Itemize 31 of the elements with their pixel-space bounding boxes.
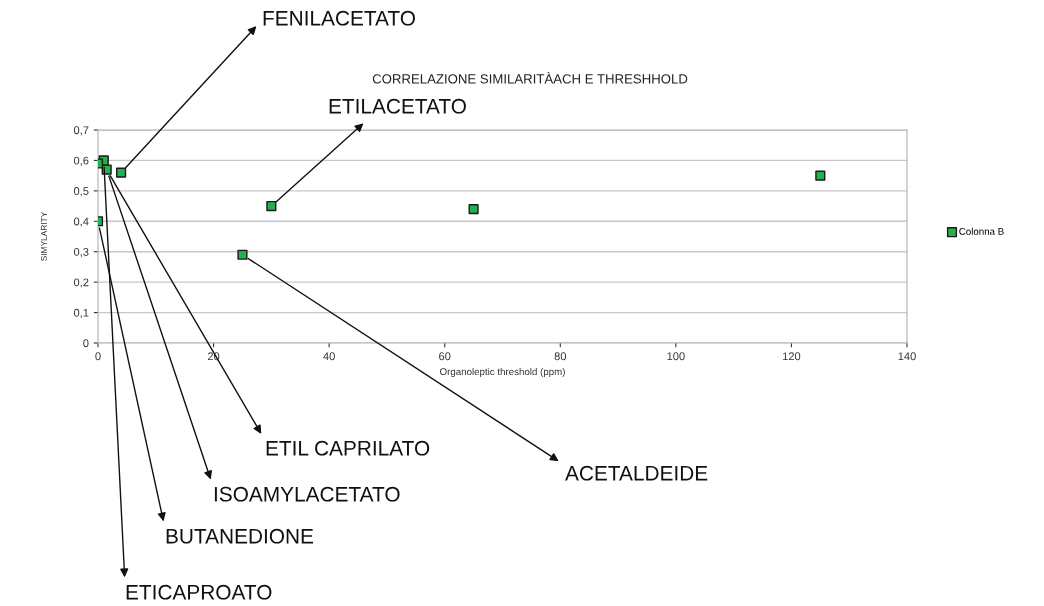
y-tick-label: 0,7 [73, 126, 89, 136]
x-tick-label: 60 [439, 352, 451, 361]
point [266, 200, 277, 212]
y-tick-label: 0,2 [73, 278, 89, 288]
point [468, 204, 479, 215]
annotation: ACETALDEIDE [565, 465, 708, 481]
annotation: FENILACETATO [263, 10, 415, 26]
x-tick-label: 80 [554, 352, 567, 361]
x-tick-label: 120 [783, 352, 801, 361]
y-tick-label: 0,3 [73, 247, 89, 258]
y-axis-title: SIMYLARITY [40, 211, 47, 261]
y-tick-label: 0 [83, 339, 89, 348]
annotation: BUTANEDIONE [166, 528, 314, 544]
point [237, 249, 248, 260]
x-tick-label: 40 [323, 352, 335, 361]
x-axis-title: Organoleptic threshold (ppm) [440, 367, 565, 377]
x-tick-label: 0 [95, 352, 101, 361]
point [815, 170, 826, 181]
chart-title: CORRELAZIONE SIMILARITÀACH E THRESHHOLD [372, 71, 688, 84]
annotation: ETILACETATO [329, 98, 466, 114]
annotation: ETICAPROATO [126, 584, 272, 600]
y-tick-label: 0,6 [73, 156, 89, 166]
y-tick-label: 0,5 [73, 187, 89, 197]
x-tick-label: 140 [898, 352, 916, 361]
point [116, 167, 127, 178]
annotation: ISOAMYLACETATO [214, 486, 400, 502]
legend-label: Colonna B [959, 227, 1004, 235]
y-tick-label: 0,4 [73, 217, 89, 227]
annotation: ETIL CAPRILATO [266, 440, 430, 456]
y-tick-label: 0,1 [73, 308, 89, 319]
x-tick-label: 100 [667, 352, 685, 361]
